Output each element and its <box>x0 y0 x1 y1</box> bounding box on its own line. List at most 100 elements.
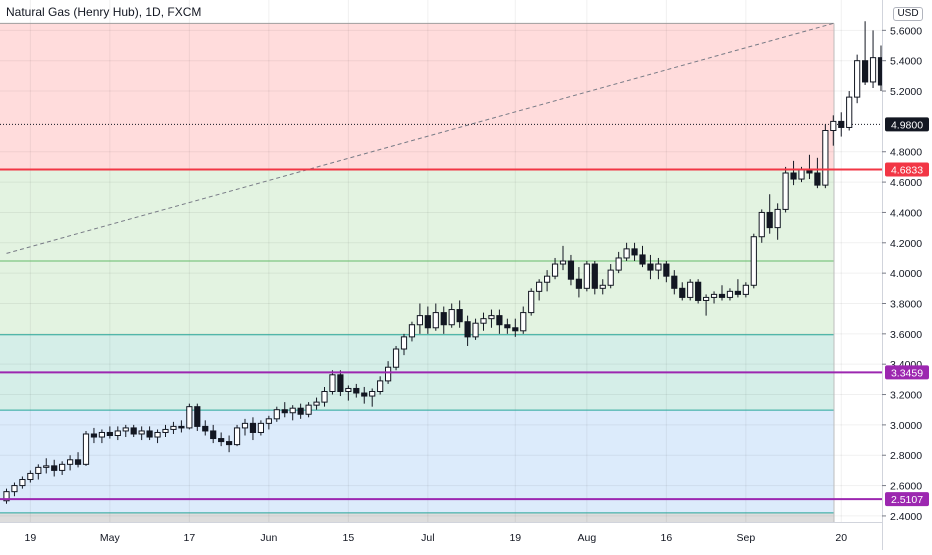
candle[interactable] <box>758 209 765 243</box>
candle[interactable] <box>241 418 249 436</box>
candle[interactable] <box>194 403 201 431</box>
candle[interactable] <box>687 279 694 301</box>
candle[interactable] <box>162 424 169 438</box>
candle[interactable] <box>186 403 193 430</box>
candle[interactable] <box>233 424 241 447</box>
candle[interactable] <box>178 420 185 433</box>
candle[interactable] <box>43 458 50 474</box>
candle[interactable] <box>591 261 598 295</box>
candle[interactable] <box>464 315 471 346</box>
candle[interactable] <box>321 386 328 407</box>
candle[interactable] <box>74 452 82 468</box>
candle[interactable] <box>599 279 606 295</box>
candle[interactable] <box>496 309 503 334</box>
candle[interactable] <box>361 386 368 404</box>
candle[interactable] <box>297 403 304 419</box>
candle[interactable] <box>830 115 837 146</box>
candle[interactable] <box>122 424 129 438</box>
candle[interactable] <box>520 306 527 334</box>
candle[interactable] <box>504 318 511 334</box>
candle[interactable] <box>639 245 646 268</box>
candle[interactable] <box>249 417 257 441</box>
candle[interactable] <box>59 461 66 475</box>
level-price-tag[interactable]: 3.3459 <box>885 365 929 380</box>
currency-button[interactable]: USD <box>893 7 923 21</box>
candle[interactable] <box>607 264 614 289</box>
candle[interactable] <box>679 282 686 301</box>
candle[interactable] <box>440 306 447 334</box>
candle[interactable] <box>551 257 559 280</box>
level-price-tag[interactable]: 4.6833 <box>885 162 929 177</box>
candle[interactable] <box>345 385 352 401</box>
candle[interactable] <box>170 421 177 434</box>
level-price-tag[interactable]: 2.5107 <box>885 492 929 507</box>
candle[interactable] <box>750 233 757 289</box>
candle[interactable] <box>575 267 582 298</box>
candle[interactable] <box>305 402 312 418</box>
candle[interactable] <box>35 464 42 480</box>
candle[interactable] <box>11 482 18 497</box>
candle[interactable] <box>67 455 74 471</box>
candle[interactable] <box>623 242 630 261</box>
candle[interactable] <box>154 429 161 444</box>
candle[interactable] <box>313 397 320 410</box>
candle[interactable] <box>544 270 551 292</box>
candle[interactable] <box>51 459 58 477</box>
candle[interactable] <box>559 245 567 271</box>
candle[interactable] <box>448 303 455 328</box>
candle[interactable] <box>257 420 264 436</box>
candle[interactable] <box>766 194 773 234</box>
candle[interactable] <box>862 21 869 85</box>
candles-layer[interactable] <box>3 21 900 504</box>
candle[interactable] <box>631 242 638 261</box>
candle[interactable] <box>289 405 296 421</box>
candle[interactable] <box>615 251 622 274</box>
current-price-tag[interactable]: 4.9800 <box>885 117 929 132</box>
candle[interactable] <box>846 91 853 131</box>
candle[interactable] <box>734 279 741 298</box>
candle[interactable] <box>273 406 280 422</box>
candle[interactable] <box>726 288 734 301</box>
candle[interactable] <box>456 300 463 328</box>
candle[interactable] <box>202 420 209 436</box>
candle[interactable] <box>869 30 877 89</box>
candle[interactable] <box>432 303 439 331</box>
candle[interactable] <box>472 318 479 340</box>
candle[interactable] <box>718 285 726 301</box>
candle[interactable] <box>480 312 487 331</box>
candle[interactable] <box>703 294 710 316</box>
candle[interactable] <box>838 112 845 137</box>
candle[interactable] <box>782 166 789 213</box>
candle[interactable] <box>528 288 535 316</box>
candle[interactable] <box>822 124 829 189</box>
candle[interactable] <box>488 309 495 328</box>
candle[interactable] <box>663 261 670 283</box>
candle[interactable] <box>82 430 90 466</box>
candle[interactable] <box>536 279 543 301</box>
candle[interactable] <box>512 318 519 337</box>
candle[interactable] <box>353 383 360 398</box>
candle[interactable] <box>19 476 26 489</box>
candle[interactable] <box>567 254 575 286</box>
candle[interactable] <box>377 376 384 395</box>
candle[interactable] <box>408 321 416 342</box>
candle[interactable] <box>98 429 106 444</box>
candle[interactable] <box>695 279 702 304</box>
candle[interactable] <box>392 345 400 371</box>
candle[interactable] <box>647 254 654 280</box>
candle[interactable] <box>265 415 272 430</box>
candle[interactable] <box>655 257 662 280</box>
candle[interactable] <box>90 427 98 444</box>
candle[interactable] <box>774 203 781 240</box>
candle[interactable] <box>226 435 233 453</box>
candle[interactable] <box>671 270 678 295</box>
candle[interactable] <box>424 306 431 334</box>
candle[interactable] <box>337 370 344 397</box>
candle[interactable] <box>281 402 288 418</box>
candle[interactable] <box>329 370 336 395</box>
candle[interactable] <box>146 426 153 441</box>
candle[interactable] <box>416 303 423 334</box>
candle[interactable] <box>114 426 121 441</box>
candle[interactable] <box>210 424 217 444</box>
